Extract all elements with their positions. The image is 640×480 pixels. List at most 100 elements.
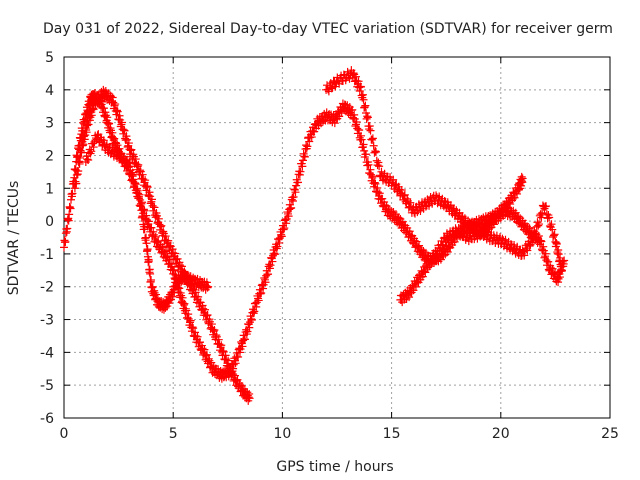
- data-point: [164, 236, 173, 245]
- data-point: [355, 83, 364, 92]
- data-point: [543, 214, 552, 223]
- data-point: [549, 231, 558, 240]
- data-point: [125, 158, 134, 167]
- data-point: [368, 134, 377, 143]
- data-point: [180, 299, 189, 308]
- data-point: [544, 257, 553, 266]
- data-point: [247, 314, 256, 323]
- data-point: [352, 117, 361, 126]
- data-point: [159, 227, 168, 236]
- data-point: [375, 162, 384, 171]
- data-point: [370, 178, 379, 187]
- data-point: [513, 189, 522, 198]
- data-point: [389, 175, 398, 184]
- data-point: [267, 253, 276, 262]
- data-point: [506, 200, 515, 209]
- data-point: [439, 251, 448, 260]
- data-point: [217, 341, 226, 350]
- data-point: [277, 232, 286, 241]
- data-point: [542, 256, 551, 265]
- data-point: [554, 274, 563, 283]
- data-point: [65, 210, 74, 219]
- data-point: [151, 232, 160, 241]
- x-tick-label: 0: [60, 426, 69, 442]
- data-point: [370, 148, 379, 157]
- x-tick-label: 10: [273, 426, 291, 442]
- data-point: [110, 101, 119, 110]
- data-point: [365, 121, 374, 130]
- data-point: [112, 139, 121, 148]
- data-point: [423, 263, 432, 272]
- data-point: [219, 346, 228, 355]
- data-point: [176, 261, 185, 270]
- data-point: [131, 155, 140, 164]
- data-point: [157, 221, 166, 230]
- data-point: [186, 318, 195, 327]
- data-point: [83, 155, 92, 164]
- data-point: [282, 219, 291, 228]
- data-point: [264, 262, 273, 271]
- data-point: [373, 183, 382, 192]
- data-point: [142, 182, 151, 191]
- y-tick-label: -6: [40, 411, 54, 427]
- data-point: [200, 345, 209, 354]
- data-point: [210, 325, 219, 334]
- data-point: [214, 335, 223, 344]
- data-point: [238, 342, 247, 351]
- data-point: [113, 106, 122, 115]
- data-point: [99, 104, 108, 113]
- data-point: [266, 261, 275, 270]
- data-point: [371, 179, 380, 188]
- data-point: [296, 167, 305, 176]
- data-point: [177, 262, 186, 271]
- data-point: [207, 320, 216, 329]
- data-point: [60, 243, 68, 252]
- x-tick-label: 15: [383, 426, 401, 442]
- data-point: [191, 331, 200, 340]
- y-tick-label: 5: [45, 50, 54, 66]
- data-point: [143, 183, 152, 192]
- x-tick-label: 5: [169, 426, 178, 442]
- data-point: [198, 344, 207, 353]
- data-point: [203, 310, 212, 319]
- data-point: [151, 211, 160, 220]
- data-point: [535, 220, 544, 229]
- data-point: [61, 237, 70, 246]
- data-point: [520, 251, 529, 260]
- data-point: [142, 239, 151, 248]
- data-point: [148, 282, 157, 291]
- data-point: [256, 289, 265, 298]
- data-point: [537, 213, 546, 222]
- data-point: [243, 327, 252, 336]
- data-point: [118, 118, 127, 127]
- data-point: [170, 266, 179, 275]
- y-axis-label: SDTVAR / TECUs: [6, 181, 22, 296]
- x-tick-label: 20: [492, 426, 510, 442]
- y-tick-label: -2: [40, 280, 54, 296]
- data-point: [252, 302, 261, 311]
- data-point: [147, 223, 156, 232]
- y-tick-label: -3: [40, 313, 54, 329]
- data-point: [148, 201, 157, 210]
- data-point: [554, 250, 563, 259]
- data-point: [207, 363, 216, 372]
- data-point: [127, 170, 136, 179]
- data-point: [135, 201, 144, 210]
- data-point: [355, 126, 364, 135]
- data-point: [560, 256, 569, 265]
- data-point: [432, 251, 441, 260]
- y-tick-label: 4: [45, 83, 54, 99]
- data-point: [557, 266, 566, 275]
- data-point: [118, 125, 127, 134]
- data-point: [373, 188, 382, 197]
- data-point: [144, 257, 153, 266]
- data-point: [68, 189, 77, 198]
- data-point: [196, 338, 205, 347]
- data-point: [330, 119, 339, 128]
- data-point: [144, 217, 153, 226]
- data-point: [252, 298, 261, 307]
- data-point: [230, 371, 239, 380]
- data-point: [435, 246, 444, 255]
- data-point: [539, 242, 548, 251]
